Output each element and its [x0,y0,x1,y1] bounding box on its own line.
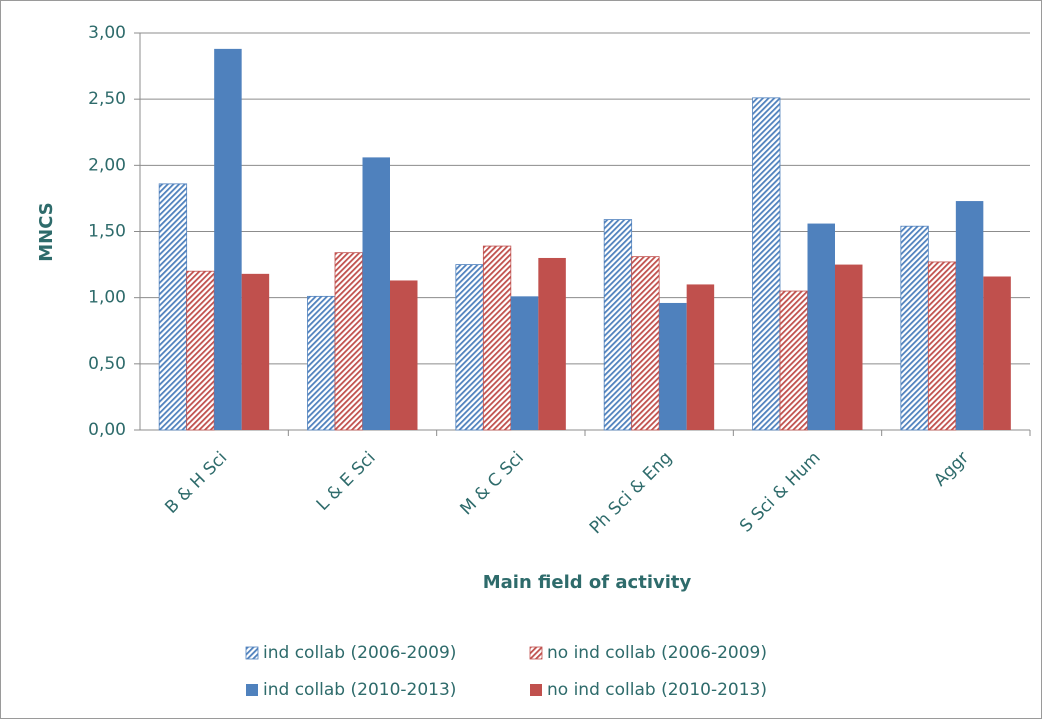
bar [900,225,929,431]
bar [659,302,687,430]
bar [241,273,270,430]
legend-label: ind collab (2006-2009) [263,643,456,663]
bar [955,201,984,430]
legend-label: ind collab (2010-2013) [263,680,456,700]
bar [214,48,242,430]
bar [510,296,539,430]
bar [186,270,215,431]
bar [835,264,863,430]
bar [390,280,418,430]
bar [538,257,566,430]
bar [603,219,633,431]
y-tick-label: 1,00 [88,288,126,308]
bar [334,252,363,431]
bar [158,183,188,431]
legend-swatch [245,646,259,660]
x-axis-title: Main field of activity [483,572,692,593]
bar [631,256,660,431]
y-axis-title: MNCS [36,202,57,261]
bar [927,261,957,431]
y-tick-label: 2,50 [88,89,126,109]
bar [686,284,715,430]
legend-swatch [529,646,543,660]
y-tick-label: 3,00 [88,23,126,43]
y-tick-label: 1,50 [88,222,126,242]
bar [779,290,808,431]
bar [983,276,1011,430]
legend-label: no ind collab (2006-2009) [547,643,767,663]
y-tick-label: 0,50 [88,354,126,374]
bar [807,223,835,430]
y-tick-label: 0,00 [88,420,126,440]
legend-label: no ind collab (2010-2013) [547,680,767,700]
bar [307,295,336,431]
bar [362,157,390,431]
y-tick-label: 2,00 [88,155,126,175]
legend-swatch [530,684,542,696]
bar [455,264,484,431]
bar [752,97,781,431]
legend-swatch [246,684,258,696]
bar [482,245,512,431]
